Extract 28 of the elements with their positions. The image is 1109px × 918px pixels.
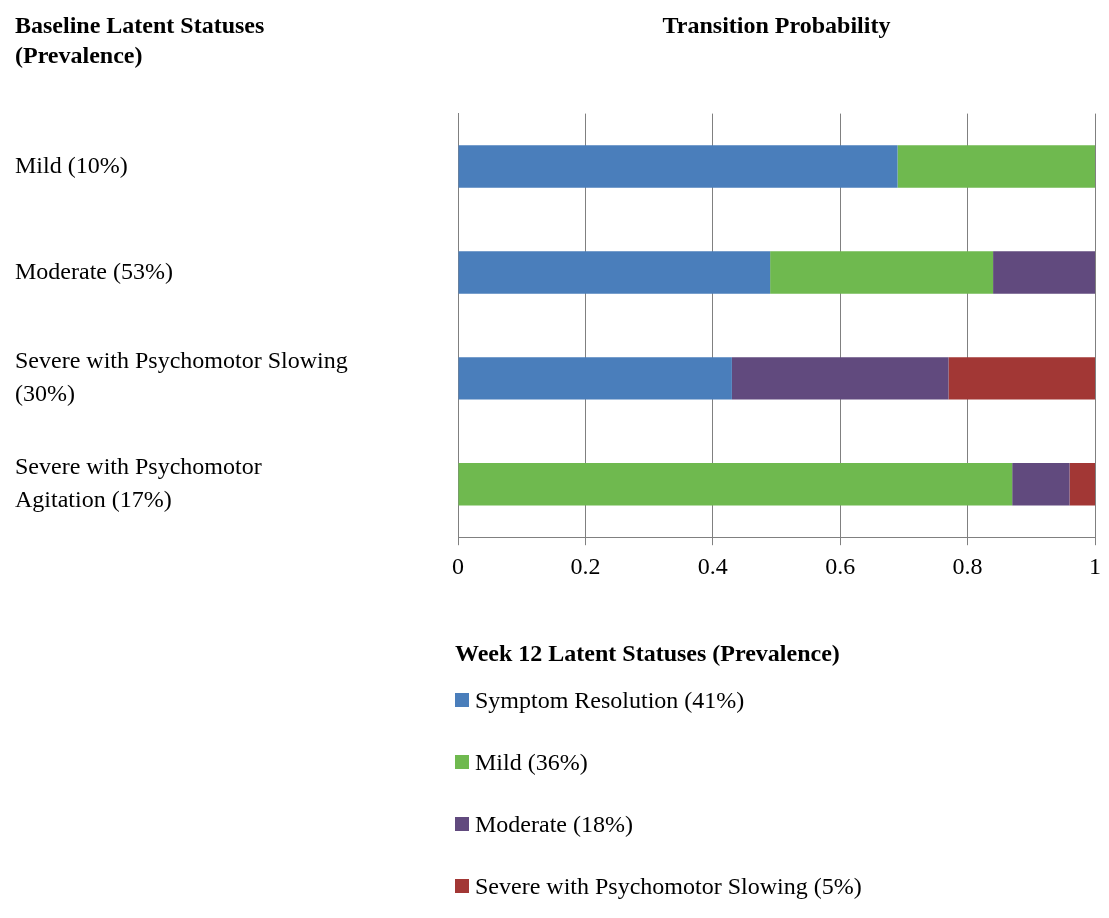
- legend-label: Moderate (18%): [475, 810, 633, 838]
- y-axis-title: Baseline Latent Statuses (Prevalence): [15, 11, 266, 70]
- bar: [993, 251, 1095, 294]
- x-tick-label: 0.8: [952, 552, 983, 579]
- y-tick-label: Moderate (53%): [15, 257, 173, 284]
- bar: [897, 145, 1095, 188]
- bar: [458, 463, 1013, 506]
- x-tick-label: 0.2: [570, 552, 601, 579]
- bar: [770, 251, 994, 294]
- x-tick-label: 0: [452, 552, 464, 579]
- x-tick-label: 0.6: [825, 552, 856, 579]
- chart-title: Transition Probability: [661, 11, 892, 40]
- bar: [731, 357, 949, 400]
- legend-title: Week 12 Latent Statuses (Prevalence): [455, 640, 841, 667]
- x-tick-label: 1: [1089, 552, 1101, 579]
- legend-label: Symptom Resolution (41%): [475, 686, 745, 714]
- bar: [1069, 463, 1095, 506]
- x-tick-label: 0.4: [697, 552, 728, 579]
- legend-label: Severe with Psychomotor Slowing (5%): [475, 872, 862, 900]
- legend-label: Mild (36%): [475, 748, 588, 776]
- bar: [948, 357, 1095, 400]
- bar: [458, 357, 732, 400]
- bar: [1012, 463, 1070, 506]
- y-tick-label: Severe with Psychomotor Agitation (17%): [15, 452, 262, 513]
- bar: [458, 251, 771, 294]
- y-tick-label: Severe with Psychomotor Slowing (30%): [15, 346, 348, 407]
- y-tick-label: Mild (10%): [15, 151, 128, 178]
- bar: [458, 145, 898, 188]
